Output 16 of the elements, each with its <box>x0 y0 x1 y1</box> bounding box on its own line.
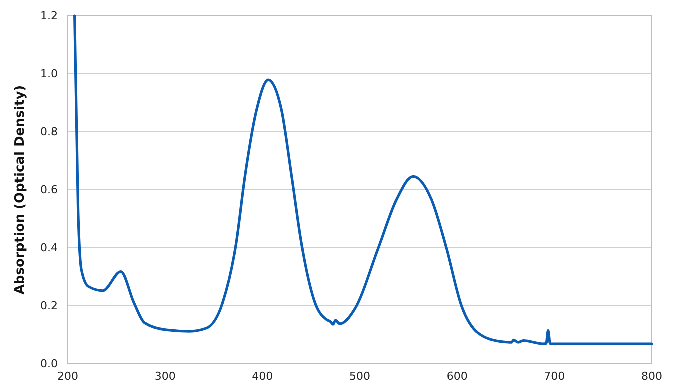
y-tick-label: 0.4 <box>40 242 58 255</box>
line-series <box>74 14 654 346</box>
y-tick-label: 1.2 <box>40 10 58 23</box>
x-tick-label: 800 <box>642 370 662 383</box>
x-tick-label: 200 <box>58 370 78 383</box>
x-tick-label: 600 <box>446 370 468 383</box>
y-axis-title: Absorption (Optical Density) <box>13 85 28 295</box>
y-tick-label: 0.0 <box>40 358 58 371</box>
x-tick-label: 300 <box>154 370 176 383</box>
y-tick-label: 0.8 <box>40 126 58 139</box>
x-tick-label: 700 <box>544 370 566 383</box>
x-tick-label: 500 <box>350 370 370 383</box>
y-tick-label: 0.2 <box>40 300 58 313</box>
y-tick-label: 0.6 <box>40 184 58 197</box>
y-tick-label: 1.0 <box>40 68 58 81</box>
x-tick-label: 400 <box>252 370 274 383</box>
